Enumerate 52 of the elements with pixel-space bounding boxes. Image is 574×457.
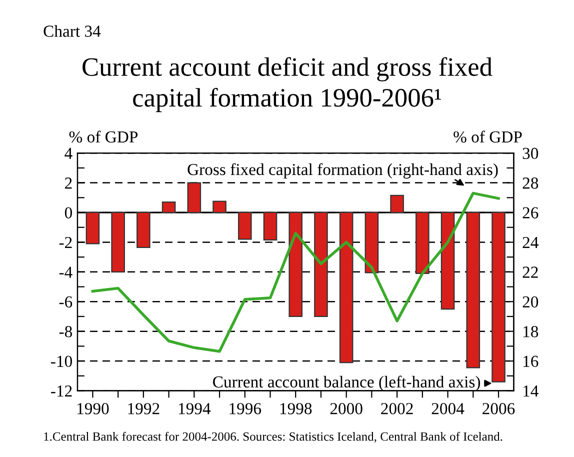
bar	[314, 212, 328, 318]
y-tick-label: 4	[64, 148, 72, 159]
x-tick-label: 1998	[280, 403, 312, 414]
y-tick-label: -2	[59, 236, 72, 248]
bar	[339, 212, 354, 364]
bar	[212, 200, 226, 214]
bar	[238, 212, 252, 240]
y-axis-title: % of GDP	[69, 130, 138, 143]
x-tick-label: 2006	[482, 403, 515, 414]
y-tick-label: -4	[59, 266, 72, 278]
bar	[416, 212, 430, 274]
y2-tick-label: 24	[522, 236, 538, 248]
x-tick-label: 2000	[330, 403, 362, 414]
y-tick-label: -10	[51, 356, 72, 367]
y2-tick-label: 28	[522, 178, 538, 189]
bar	[440, 212, 455, 310]
y-tick-label: -8	[59, 326, 72, 338]
bar	[364, 212, 379, 274]
y2-tick-label: 16	[524, 356, 538, 367]
x-tick-label: 1996	[230, 403, 262, 414]
y2-tick-label: 26	[522, 207, 538, 218]
y2-tick-label: 22	[522, 266, 538, 278]
series-label: Gross fixed capital formation (right-hand axis)	[188, 163, 498, 179]
y-tick-label: -12	[51, 385, 72, 397]
chart-title: Current account deficit and gross fixed capital formation 1990-2006¹	[82, 57, 492, 112]
caption: Chart 34	[44, 25, 101, 37]
x-tick-label: 2002	[381, 403, 413, 414]
bar	[136, 212, 150, 248]
bar	[492, 212, 506, 382]
y2-tick-label: 14	[524, 386, 538, 397]
series-label: Current account balance (left-hand axis)	[213, 376, 480, 391]
y2-tick-label: 20	[522, 296, 538, 308]
y2-tick-label: 18	[524, 326, 538, 338]
y-tick-label: -6	[59, 296, 72, 308]
bar	[187, 182, 202, 214]
y2-axis-title: % of GDP	[454, 130, 522, 143]
bar	[466, 212, 480, 368]
x-tick-label: 1994	[178, 403, 211, 414]
y-tick-label: 0	[64, 207, 72, 218]
line-series	[91, 192, 500, 353]
x-tick-label: 1992	[128, 403, 160, 414]
bar	[86, 212, 100, 244]
bar	[263, 212, 278, 241]
bar	[111, 212, 125, 272]
bar	[162, 202, 176, 214]
x-tick-label: 2004	[432, 403, 464, 414]
text: 1.Central Bank forecast for 2004-2006. Sources: Statistics Iceland, Central Bank of Iceland.	[44, 432, 502, 443]
x-tick-label: 1990	[78, 403, 109, 414]
y-tick-label: 2	[65, 178, 72, 189]
bar	[390, 194, 404, 214]
bar	[288, 212, 303, 318]
y2-tick-label: 30	[522, 148, 538, 160]
